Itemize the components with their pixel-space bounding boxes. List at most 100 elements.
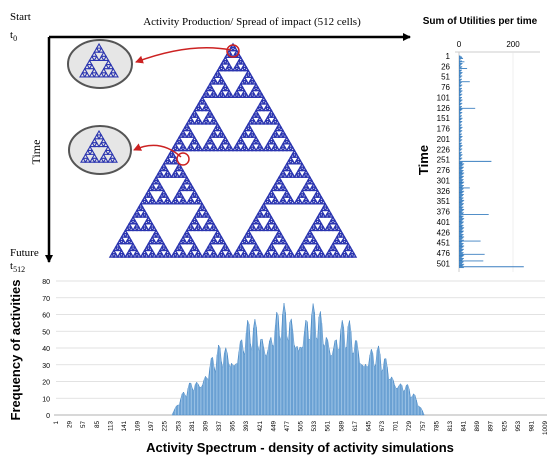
fractal-cell bbox=[187, 142, 194, 148]
fractal-cell bbox=[331, 225, 338, 232]
fractal-cell bbox=[189, 199, 196, 205]
fractal-cell bbox=[201, 105, 208, 112]
fractal-cell bbox=[297, 165, 304, 172]
fractal-cell bbox=[89, 141, 96, 148]
fractal-cell bbox=[93, 55, 100, 62]
fractal-cell bbox=[164, 169, 171, 175]
fractal-cell bbox=[156, 235, 164, 242]
fractal-cell bbox=[308, 179, 315, 185]
fractal-cell bbox=[279, 195, 287, 202]
fractal-cell bbox=[189, 245, 196, 252]
fractal-cell bbox=[166, 152, 173, 158]
fractal-cell bbox=[243, 92, 250, 98]
fractal-cell bbox=[208, 132, 215, 138]
fractal-cell bbox=[208, 139, 215, 145]
fractal-cell bbox=[275, 175, 283, 182]
fractal-cell bbox=[193, 225, 200, 232]
fractal-cell bbox=[128, 252, 135, 258]
fractal-cell bbox=[227, 65, 235, 72]
fractal-cell bbox=[272, 248, 279, 255]
fractal-cell bbox=[316, 252, 323, 258]
fractal-cell bbox=[243, 79, 250, 85]
fractal-cell bbox=[277, 199, 285, 205]
fractal-cell bbox=[187, 222, 194, 228]
fractal-cell bbox=[218, 62, 225, 69]
fractal-cell bbox=[181, 145, 189, 152]
fractal-cell bbox=[264, 209, 271, 215]
fractal-cell bbox=[231, 45, 239, 52]
fractal-cell bbox=[93, 71, 100, 78]
fractal-cell bbox=[243, 238, 250, 245]
fractal-cell bbox=[281, 165, 289, 172]
fractal-cell bbox=[151, 232, 158, 238]
fractal-cell bbox=[185, 179, 192, 185]
fractal-cell bbox=[98, 141, 105, 148]
fractal-cell bbox=[98, 71, 105, 78]
fractal-cell bbox=[177, 238, 185, 245]
fractal-cell bbox=[226, 248, 233, 255]
fractal-cell bbox=[274, 185, 281, 192]
fractal-cell bbox=[254, 145, 262, 152]
fractal-cell bbox=[152, 175, 160, 182]
fractal-cell bbox=[91, 153, 98, 159]
fractal-cell bbox=[241, 142, 248, 148]
fractal-cell bbox=[249, 248, 256, 255]
utilities-chart-title: Sum of Utilities per time bbox=[423, 16, 538, 27]
fractal-cell bbox=[183, 122, 191, 128]
fractal-cell bbox=[189, 219, 196, 225]
fractal-cell bbox=[247, 232, 254, 238]
utilities-y-tick-label: 476 bbox=[437, 249, 451, 258]
fractal-cell bbox=[318, 248, 325, 255]
fractal-cell bbox=[145, 242, 152, 248]
utilities-y-tick-label: 76 bbox=[441, 83, 450, 92]
fractal-cell bbox=[299, 162, 306, 168]
fractal-cell bbox=[297, 159, 304, 165]
fractal-cell bbox=[297, 199, 304, 205]
fractal-cell bbox=[268, 189, 275, 195]
fractal-cell bbox=[191, 135, 198, 142]
fractal-cell bbox=[137, 202, 144, 208]
fractal-cell bbox=[139, 225, 146, 232]
fractal-cell bbox=[81, 67, 89, 74]
spectrum-y-tick-label: 30 bbox=[42, 363, 50, 370]
fractal-cell bbox=[176, 242, 183, 248]
fractal-cell bbox=[277, 125, 285, 132]
fractal-cell bbox=[201, 92, 208, 98]
fractal-cell bbox=[179, 142, 187, 148]
fractal-cell bbox=[131, 225, 139, 232]
fractal-cell bbox=[310, 222, 317, 228]
fractal-cell bbox=[339, 252, 346, 258]
fractal-cell bbox=[204, 112, 212, 118]
fractal-cell bbox=[270, 225, 277, 232]
fractal-cell bbox=[143, 199, 150, 205]
spectrum-x-tick-label: 1 bbox=[53, 421, 60, 425]
fractal-cell bbox=[183, 229, 191, 235]
fractal-cell bbox=[239, 238, 246, 245]
fractal-cell bbox=[124, 252, 131, 258]
fractal-cell bbox=[247, 92, 254, 98]
spectrum-x-tick-label: 197 bbox=[148, 421, 155, 432]
fractal-cell bbox=[172, 195, 179, 202]
fractal-cell bbox=[131, 212, 139, 218]
fractal-cell bbox=[243, 72, 250, 78]
spectrum-x-tick-label: 225 bbox=[162, 421, 169, 432]
fractal-cell bbox=[233, 62, 240, 69]
fractal-cell bbox=[181, 179, 189, 185]
fractal-cell bbox=[102, 149, 109, 155]
fractal-cell bbox=[289, 159, 296, 165]
fractal-cell bbox=[90, 67, 98, 74]
fractal-cell bbox=[210, 142, 217, 148]
fractal-cell bbox=[254, 225, 262, 232]
spectrum-x-tick-label: 281 bbox=[189, 421, 196, 432]
fractal-cell bbox=[300, 192, 308, 198]
fractal-cell bbox=[343, 238, 350, 245]
fractal-cell bbox=[306, 229, 314, 235]
fractal-cell bbox=[102, 55, 110, 62]
fractal-cell bbox=[189, 185, 196, 192]
fractal-cell bbox=[185, 145, 192, 152]
zoom-arrow-top bbox=[135, 46, 232, 64]
fractal-cell bbox=[220, 252, 227, 258]
fractal-cell bbox=[91, 137, 98, 144]
fractal-cell bbox=[256, 102, 264, 108]
fractal-cell bbox=[281, 145, 289, 152]
